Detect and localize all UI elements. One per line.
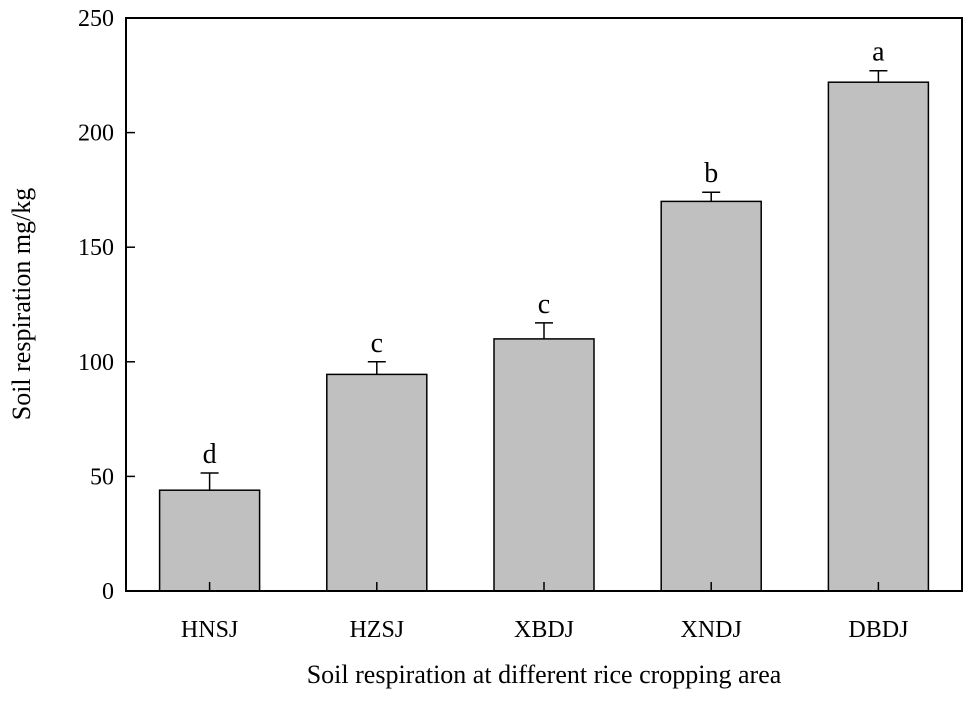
significance-letter-xndj: b [704, 158, 718, 189]
bar-hzsj [326, 373, 428, 592]
y-axis-title: Soil respiration mg/kg [7, 188, 36, 421]
error-bars-layer [200, 69, 888, 491]
bars-layer [158, 81, 930, 592]
bar-xbdj [493, 338, 595, 592]
x-tick-label-hnsj: HNSJ [181, 617, 238, 643]
significance-letters-layer: d c c b a [203, 37, 886, 470]
x-tick-label-xbdj: XBDJ [514, 617, 574, 643]
bar-xndj [660, 200, 762, 592]
x-axis: HNSJ HZSJ XBDJ XNDJ DBDJ [181, 582, 908, 643]
bar-dbdj [827, 81, 930, 592]
y-tick-label-0: 0 [102, 579, 114, 605]
x-tick-label-dbdj: DBDJ [848, 617, 908, 643]
significance-letter-dbdj: a [872, 37, 885, 68]
y-axis: 0 50 100 150 200 250 [78, 6, 135, 605]
y-tick-label-150: 150 [78, 235, 114, 261]
significance-letter-hnsj: d [203, 439, 217, 470]
x-axis-title: Soil respiration at different rice cropp… [307, 660, 782, 689]
significance-letter-xbdj: c [538, 289, 550, 320]
x-tick-label-hzsj: HZSJ [349, 617, 404, 643]
y-tick-label-200: 200 [78, 121, 114, 147]
x-tick-label-xndj: XNDJ [681, 617, 742, 643]
y-tick-label-50: 50 [90, 464, 114, 490]
bar-hnsj [158, 489, 261, 592]
significance-letter-hzsj: c [371, 328, 383, 359]
y-tick-label-250: 250 [78, 6, 114, 32]
y-tick-label-100: 100 [78, 350, 114, 376]
